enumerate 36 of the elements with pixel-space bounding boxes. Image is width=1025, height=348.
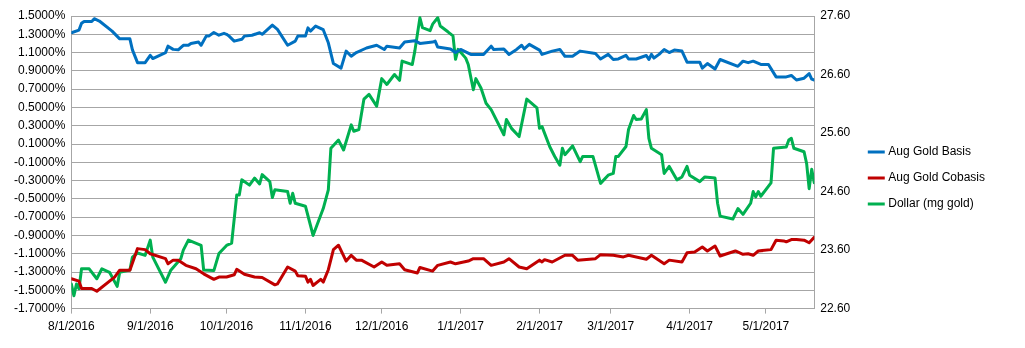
y2-tick-label: 26.60 <box>820 66 851 81</box>
y-tick-label: 1.5000% <box>17 8 66 23</box>
x-tick-label: 12/1/2016 <box>355 319 409 334</box>
y-tick-label: -1.3000% <box>13 264 66 279</box>
y-tick-label: -0.5000% <box>13 191 66 206</box>
y2-tick-label: 23.60 <box>820 242 851 257</box>
y-tick-label: -0.1000% <box>13 154 66 169</box>
x-tick-label: 2/1/2017 <box>516 319 564 334</box>
legend-label: Dollar (mg gold) <box>888 196 974 211</box>
legend-label: Aug Gold Basis <box>888 144 971 159</box>
x-tick-label: 10/1/2016 <box>199 319 254 334</box>
y-tick-label: -1.1000% <box>13 246 66 261</box>
x-tick-label: 4/1/2017 <box>666 319 714 334</box>
y-tick-label: 0.7000% <box>17 81 66 96</box>
y-tick-label: -1.7000% <box>13 300 66 315</box>
y2-tick-label: 22.60 <box>820 300 851 315</box>
y-tick-label: -0.3000% <box>13 172 66 187</box>
y-tick-label: 0.3000% <box>17 118 66 133</box>
x-tick-label: 3/1/2017 <box>587 319 635 334</box>
x-tick-label: 9/1/2016 <box>126 319 174 334</box>
x-tick-label: 5/1/2017 <box>742 319 790 334</box>
y-tick-label: -0.9000% <box>13 227 66 242</box>
x-tick-label: 11/1/2016 <box>279 319 332 334</box>
legend-label: Aug Gold Cobasis <box>888 170 986 185</box>
y2-tick-label: 25.60 <box>820 125 851 140</box>
y-tick-label: 0.1000% <box>17 136 66 151</box>
y-tick-label: -0.7000% <box>13 209 66 224</box>
x-tick-label: 1/1/2017 <box>437 319 485 334</box>
y2-tick-label: 24.60 <box>820 183 851 198</box>
y-tick-label: 1.1000% <box>17 44 66 59</box>
y-tick-label: -1.5000% <box>13 282 66 297</box>
x-tick-label: 8/1/2016 <box>48 319 96 334</box>
y-tick-label: 1.3000% <box>17 26 66 41</box>
y-tick-label: 0.9000% <box>17 63 66 78</box>
y2-tick-label: 27.60 <box>820 8 851 23</box>
y-tick-label: 0.5000% <box>17 99 66 114</box>
